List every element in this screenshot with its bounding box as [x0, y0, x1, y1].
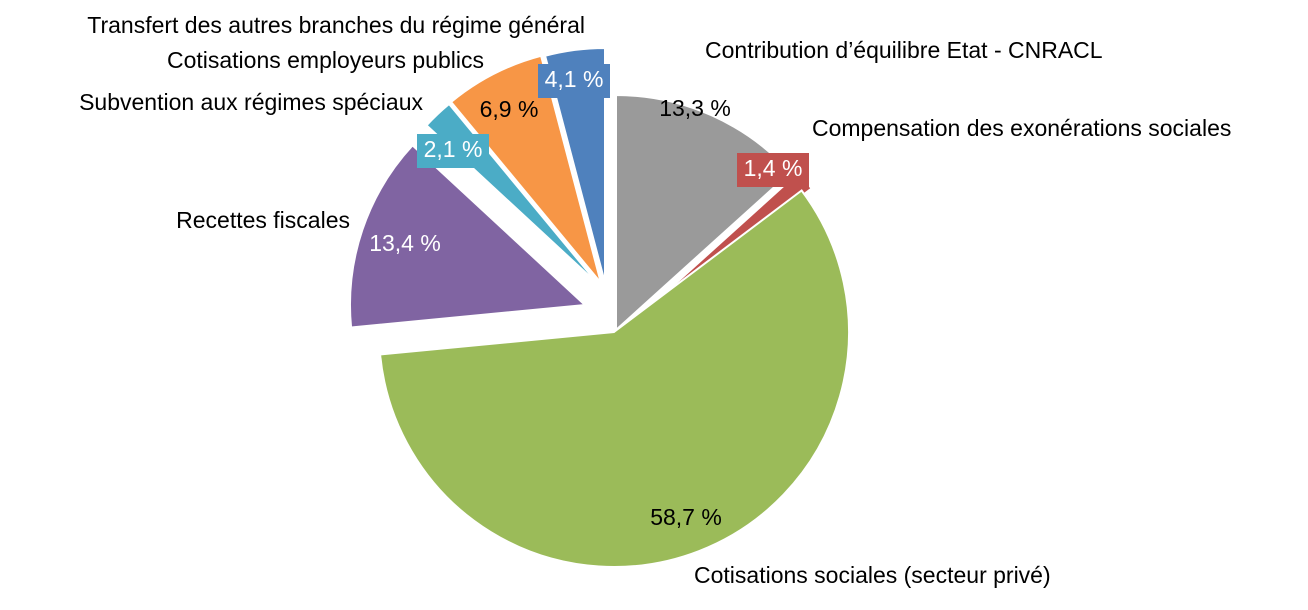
slice-value-label: 2,1 % — [417, 134, 489, 168]
slice-value-label: 4,1 % — [538, 64, 610, 98]
slice-value-label: 13,3 % — [659, 95, 731, 121]
pie-slice — [378, 189, 850, 568]
category-label: Cotisations sociales (secteur privé) — [694, 562, 1051, 588]
category-label: Recettes fiscales — [176, 207, 350, 233]
value-label-box — [737, 153, 809, 187]
category-label: Compensation des exonérations sociales — [812, 115, 1231, 141]
category-label: Cotisations employeurs publics — [167, 47, 484, 73]
value-label-box — [417, 134, 489, 168]
slice-value-label: 1,4 % — [737, 153, 809, 187]
pie-slice — [449, 54, 602, 284]
pie-slice — [543, 46, 606, 284]
category-label: Subvention aux régimes spéciaux — [79, 89, 423, 115]
slice-value-text: 2,1 % — [424, 136, 483, 162]
slice-value-text: 1,4 % — [744, 155, 803, 181]
slice-value-label: 6,9 % — [480, 96, 539, 122]
slice-value-text: 58,7 % — [650, 504, 722, 530]
value-label-box — [538, 64, 610, 98]
slice-value-text: 4,1 % — [545, 66, 604, 92]
slice-value-label: 58,7 % — [650, 504, 722, 530]
slice-value-label: 13,4 % — [369, 230, 441, 256]
pie-slice — [349, 143, 588, 329]
slice-value-text: 6,9 % — [480, 96, 539, 122]
slice-value-text: 13,4 % — [369, 230, 441, 256]
category-label: Contribution d’équilibre Etat - CNRACL — [705, 37, 1103, 63]
slice-value-text: 13,3 % — [659, 95, 731, 121]
category-label: Transfert des autres branches du régime … — [87, 12, 585, 38]
